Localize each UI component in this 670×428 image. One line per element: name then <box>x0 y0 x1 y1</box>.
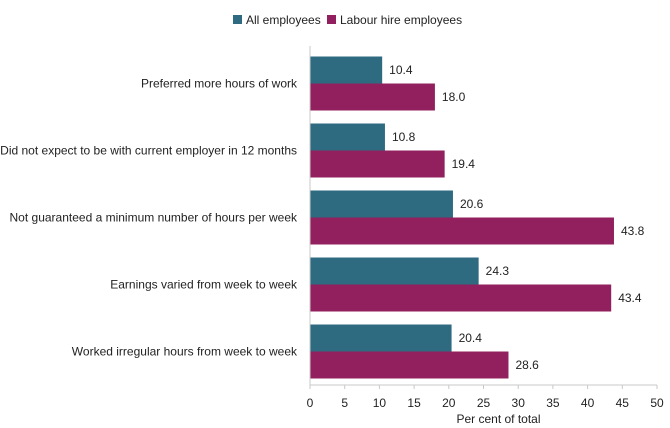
value-label-all-employees-2: 20.6 <box>460 197 484 211</box>
x-tick-label-10: 50 <box>650 396 664 410</box>
category-labels-group: Preferred more hours of work Did not expe… <box>0 77 298 359</box>
x-tick-label-7: 35 <box>546 396 560 410</box>
x-tick-label-6: 30 <box>512 396 526 410</box>
x-axis-title: Per cent of total <box>456 412 540 426</box>
value-label-all-employees-3: 24.3 <box>486 264 510 278</box>
value-label-all-employees-4: 20.4 <box>459 331 483 345</box>
bar-labour-hire-0 <box>310 83 435 111</box>
legend-swatch-all-employees <box>233 15 242 24</box>
x-tick-label-2: 10 <box>373 396 387 410</box>
bar-labour-hire-2 <box>310 217 614 245</box>
value-label-labour-hire-1: 19.4 <box>452 157 476 171</box>
x-tick-label-9: 45 <box>616 396 630 410</box>
legend-label-all-employees: All employees <box>246 13 321 27</box>
category-label-1: Did not expect to be with current employ… <box>0 144 297 158</box>
bar-all-employees-2 <box>310 190 453 218</box>
category-label-0: Preferred more hours of work <box>141 77 298 91</box>
value-label-all-employees-1: 10.8 <box>392 130 416 144</box>
bar-all-employees-0 <box>310 56 383 84</box>
value-labels-group: 10.4 18.0 10.8 19.4 20.6 43.8 24.3 43.4 20.4 28.6 <box>389 63 644 372</box>
category-label-3: Earnings varied from week to week <box>110 278 298 292</box>
category-label-4: Worked irregular hours from week to week <box>72 345 298 359</box>
value-label-labour-hire-0: 18.0 <box>442 90 466 104</box>
bar-all-employees-3 <box>310 257 479 285</box>
value-label-labour-hire-4: 28.6 <box>515 358 539 372</box>
bar-all-employees-1 <box>310 123 385 151</box>
category-label-2: Not guaranteed a minimum number of hours… <box>10 211 298 225</box>
value-label-all-employees-0: 10.4 <box>389 63 413 77</box>
x-tick-label-4: 20 <box>442 396 456 410</box>
legend-label-labour-hire: Labour hire employees <box>340 13 462 27</box>
x-tick-label-0: 0 <box>307 396 314 410</box>
x-tick-label-1: 5 <box>341 396 348 410</box>
x-tick-label-3: 15 <box>407 396 421 410</box>
bar-labour-hire-1 <box>310 150 445 178</box>
x-axis: 0 5 10 15 20 25 30 35 40 45 50 <box>307 46 664 410</box>
bar-all-employees-4 <box>310 324 452 352</box>
value-label-labour-hire-3: 43.4 <box>618 291 642 305</box>
legend-swatch-labour-hire <box>327 15 336 24</box>
bars-group <box>310 56 614 379</box>
bar-labour-hire-3 <box>310 284 612 312</box>
value-label-labour-hire-2: 43.8 <box>621 224 645 238</box>
legend: All employees Labour hire employees <box>233 13 462 27</box>
x-tick-label-8: 40 <box>581 396 595 410</box>
bar-labour-hire-4 <box>310 351 509 379</box>
x-tick-label-5: 25 <box>477 396 491 410</box>
